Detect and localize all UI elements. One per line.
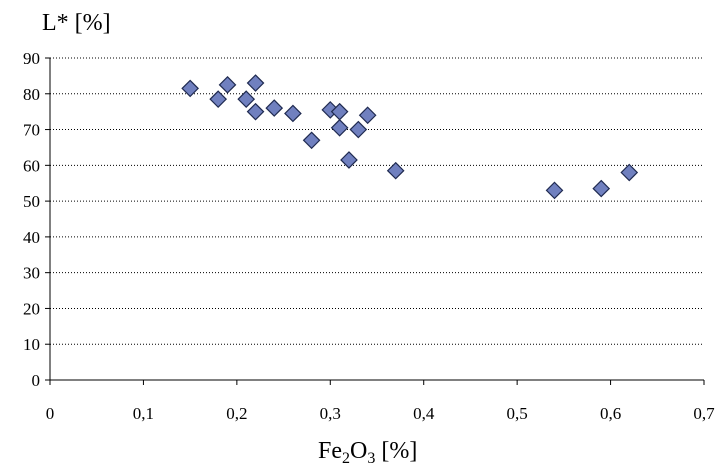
- data-point: [246, 74, 265, 92]
- x-tick-label: 0,3: [320, 404, 341, 423]
- x-axis-title-mid: O: [350, 438, 368, 464]
- axes: [45, 57, 705, 385]
- y-tick-label: 70: [23, 121, 40, 140]
- y-tick-label: 10: [23, 335, 40, 354]
- data-point: [284, 104, 302, 123]
- data-point: [386, 161, 405, 180]
- y-tick-label: 80: [23, 85, 40, 104]
- data-point: [246, 102, 265, 121]
- y-tick-label: 60: [23, 156, 40, 175]
- data-point: [265, 99, 284, 117]
- data-point: [620, 163, 639, 182]
- data-point: [302, 131, 321, 150]
- x-tick-label: 0: [46, 404, 55, 423]
- gridlines: [50, 57, 704, 345]
- data-point: [358, 106, 377, 125]
- data-point: [545, 181, 564, 200]
- x-axis-title-sub1: 2: [342, 450, 350, 467]
- data-point: [209, 90, 228, 108]
- x-axis-title: Fe2O3 [%]: [318, 438, 417, 468]
- data-point: [592, 179, 611, 198]
- y-tick-label: 40: [23, 228, 40, 247]
- y-tick-label: 30: [23, 264, 40, 283]
- data-point: [218, 75, 237, 94]
- y-tick-label: 50: [23, 192, 40, 211]
- x-tick-label: 0,4: [413, 404, 435, 423]
- x-tick-label: 0,2: [226, 404, 247, 423]
- x-tick-label: 0,7: [693, 404, 715, 423]
- data-point: [340, 151, 358, 169]
- x-tick-label: 0,6: [600, 404, 621, 423]
- y-tick-label: 20: [23, 299, 40, 318]
- y-axis-title: L* [%]: [42, 10, 111, 36]
- data-point: [349, 120, 368, 139]
- x-tick-label: 0,5: [507, 404, 528, 423]
- x-tick-labels: 0 0,1 0,2 0,3 0,4 0,5 0,6 0,7: [46, 404, 715, 423]
- y-tick-labels: 0 10 20 30 40 50 60 70 80 90: [23, 49, 40, 390]
- x-tick-label: 0,1: [133, 404, 154, 423]
- y-tick-label: 90: [23, 49, 40, 68]
- data-point: [237, 90, 256, 108]
- data-point: [330, 118, 349, 137]
- data-points: [181, 74, 639, 200]
- x-axis-title-sub2: 3: [367, 450, 376, 467]
- x-axis-title-suffix: [%]: [375, 438, 418, 464]
- y-tick-label: 0: [32, 371, 41, 390]
- data-point: [181, 79, 199, 98]
- x-axis-title-prefix: Fe: [318, 438, 342, 464]
